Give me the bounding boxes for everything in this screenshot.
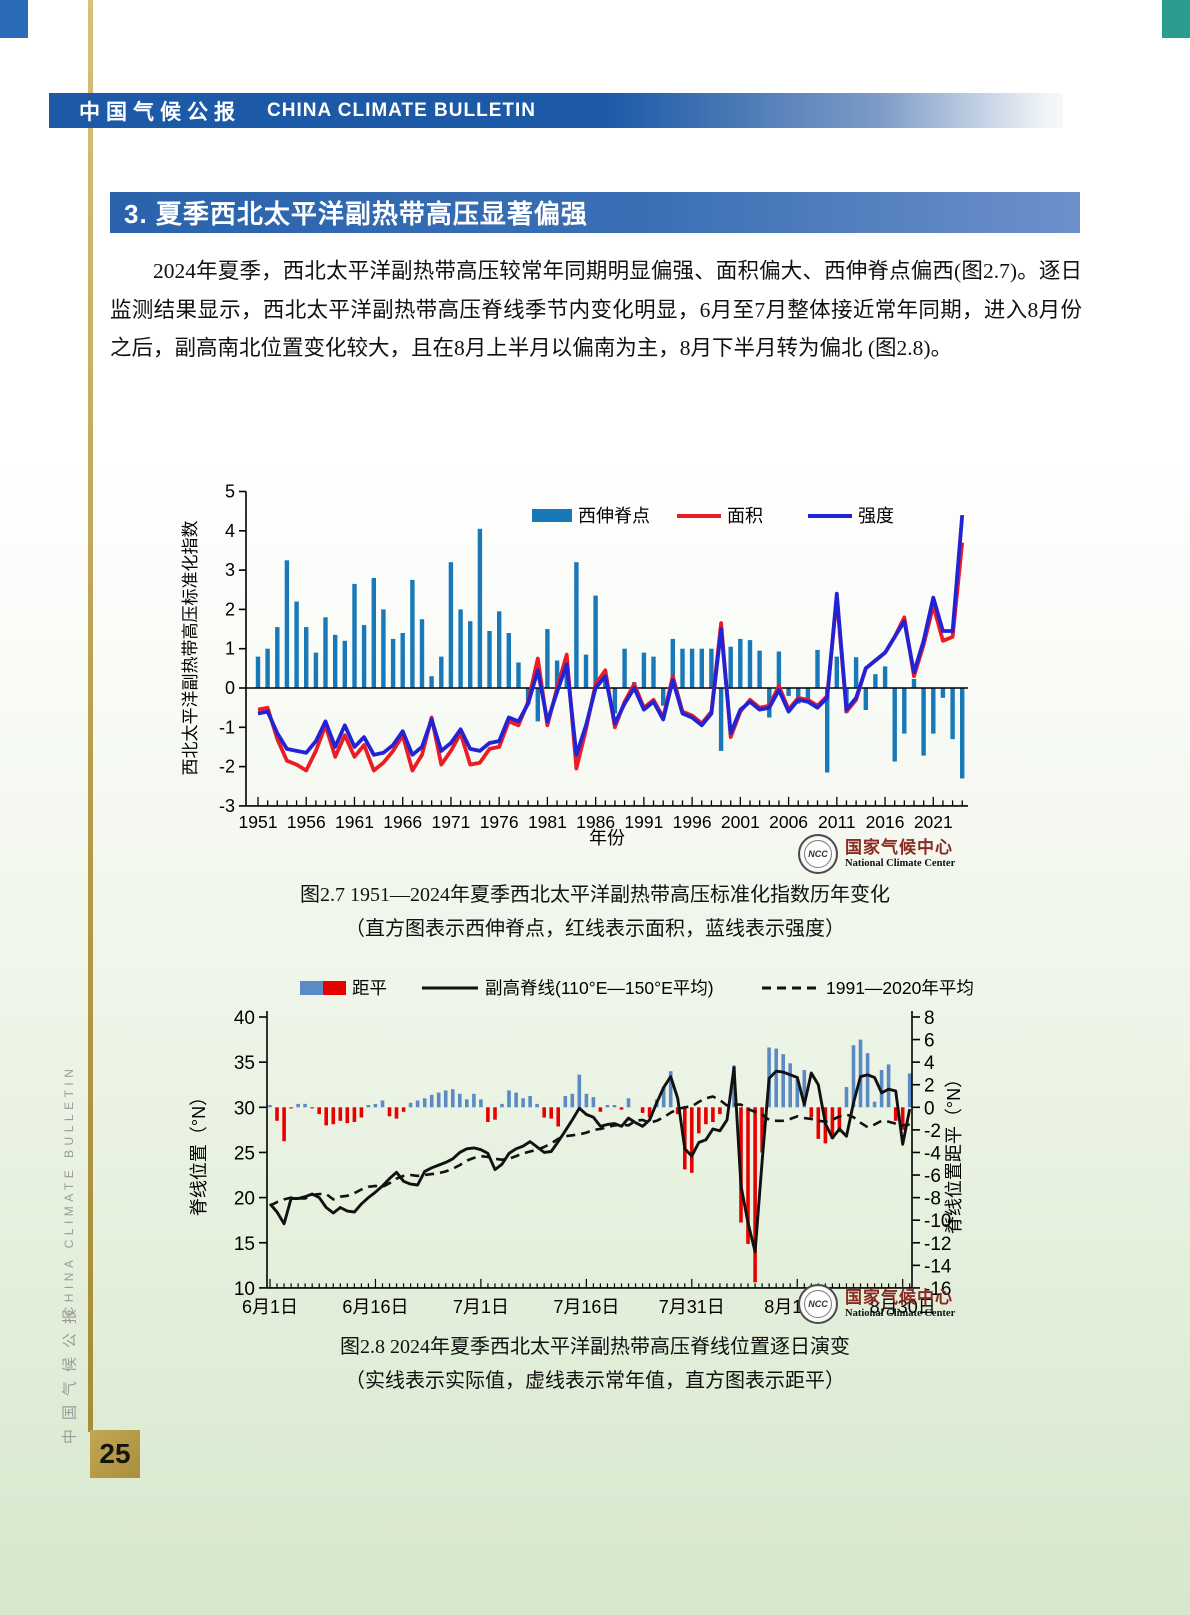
svg-text:脊线位置距平（°N）: 脊线位置距平（°N） [944, 1070, 964, 1234]
svg-text:1961: 1961 [335, 812, 374, 832]
figure-2-8-caption-line2: （实线表示实际值，虚线表示常年值，直方图表示距平） [345, 1370, 845, 1392]
svg-text:4: 4 [924, 1053, 935, 1074]
svg-text:25: 25 [234, 1143, 255, 1164]
figure-2-7-caption-line1: 图2.7 1951—2024年夏季西北太平洋副热带高压标准化指数历年变化 [300, 884, 890, 906]
svg-text:西北太平洋副热带高压标准化指数: 西北太平洋副热带高压标准化指数 [181, 521, 200, 776]
chart2-bars [268, 1039, 912, 1283]
ncc-logo: NCC 国家气候中心 National Climate Center [798, 834, 955, 874]
svg-text:副高脊线(110°E—150°E平均): 副高脊线(110°E—150°E平均) [485, 978, 714, 998]
figure-2-8-caption: 图2.8 2024年夏季西北太平洋副热带高压脊线位置逐日演变 （实线表示实际值，… [145, 1330, 1045, 1398]
chart2-legend: 距平 副高脊线(110°E—150°E平均) 1991—2020年平均 [300, 978, 974, 998]
svg-text:1991: 1991 [624, 812, 663, 832]
ncc-name-english: National Climate Center [845, 1308, 956, 1319]
ncc-name-english: National Climate Center [845, 858, 956, 869]
chart1-bars [255, 528, 965, 779]
figure-2-7-caption: 图2.7 1951—2024年夏季西北太平洋副热带高压标准化指数历年变化 （直方… [145, 878, 1045, 946]
section-heading-bar: 3. 夏季西北太平洋副热带高压显著偏强 [110, 192, 1080, 233]
svg-text:-3: -3 [219, 796, 235, 816]
svg-text:10: 10 [234, 1279, 255, 1300]
svg-text:3: 3 [225, 560, 235, 580]
svg-text:35: 35 [234, 1053, 255, 1074]
chart1-plot: -3 -2 -1 0 1 2 3 4 5 1951 1956 1961 1966 1971 1976 1981… [181, 482, 968, 848]
ncc-logo: NCC 国家气候中心 National Climate Center [798, 1284, 955, 1324]
svg-text:-14: -14 [924, 1256, 952, 1277]
ncc-emblem-icon: NCC [798, 1284, 838, 1324]
svg-text:-16: -16 [924, 1279, 951, 1300]
svg-text:-4: -4 [924, 1143, 941, 1164]
page-number-box: 25 [90, 1430, 140, 1478]
corner-accent-blue [0, 0, 28, 38]
page-number: 25 [99, 1438, 131, 1469]
svg-text:0: 0 [924, 1098, 935, 1119]
svg-text:1976: 1976 [480, 812, 519, 832]
left-margin-rule [88, 0, 93, 1432]
svg-text:0: 0 [225, 678, 235, 698]
svg-text:4: 4 [225, 521, 235, 541]
ncc-name-chinese: 国家气候中心 [845, 1288, 953, 1307]
svg-text:2001: 2001 [721, 812, 760, 832]
svg-text:30: 30 [234, 1098, 255, 1119]
figure-2-8-caption-line1: 图2.8 2024年夏季西北太平洋副热带高压脊线位置逐日演变 [340, 1336, 850, 1358]
svg-text:-2: -2 [924, 1121, 941, 1142]
svg-text:-6: -6 [924, 1166, 941, 1187]
figure-2-7-chart: -3 -2 -1 0 1 2 3 4 5 1951 1956 1961 1966 1971 1976 1981… [181, 482, 968, 848]
svg-text:强度: 强度 [858, 506, 894, 526]
svg-text:20: 20 [234, 1189, 255, 1210]
svg-text:1991—2020年平均: 1991—2020年平均 [826, 978, 974, 998]
header-title-english: CHINA CLIMATE BULLETIN [267, 99, 536, 121]
svg-text:2: 2 [225, 599, 235, 619]
svg-text:2011: 2011 [818, 812, 856, 832]
ncc-name-chinese: 国家气候中心 [845, 838, 953, 857]
svg-text:年份: 年份 [589, 828, 625, 848]
header-band: 中国气候公报 CHINA CLIMATE BULLETIN [49, 93, 1063, 128]
svg-text:1971: 1971 [431, 812, 470, 832]
svg-text:1996: 1996 [673, 812, 712, 832]
svg-text:2: 2 [924, 1076, 935, 1097]
svg-text:面积: 面积 [727, 506, 763, 526]
body-paragraph: 2024年夏季，西北太平洋副热带高压较常年同期明显偏强、面积偏大、西伸脊点偏西(… [110, 259, 1082, 360]
svg-text:-1: -1 [219, 717, 235, 737]
sidebar-title-english: CHINA CLIMATE BULLETIN [62, 1064, 76, 1316]
svg-text:1986: 1986 [576, 812, 615, 832]
svg-text:6月16日: 6月16日 [342, 1297, 408, 1317]
svg-text:7月16日: 7月16日 [553, 1297, 619, 1317]
ncc-emblem-icon: NCC [798, 834, 838, 874]
svg-text:1951: 1951 [239, 812, 278, 832]
corner-accent-teal [1162, 0, 1190, 38]
svg-text:5: 5 [225, 482, 235, 502]
svg-text:西伸脊点: 西伸脊点 [578, 506, 650, 526]
svg-text:-10: -10 [924, 1211, 951, 1232]
svg-text:1966: 1966 [383, 812, 422, 832]
header-title-chinese: 中国气候公报 [79, 100, 241, 124]
svg-text:7月31日: 7月31日 [659, 1297, 725, 1317]
svg-text:15: 15 [234, 1234, 255, 1255]
svg-text:1981: 1981 [528, 812, 567, 832]
svg-text:8: 8 [924, 1008, 935, 1029]
svg-text:距平: 距平 [352, 978, 387, 998]
chart1-legend: 西伸脊点 面积 强度 [532, 506, 894, 526]
figure-2-7-caption-line2: （直方图表示西伸脊点，红线表示面积，蓝线表示强度） [345, 918, 845, 940]
svg-text:2021: 2021 [914, 812, 953, 832]
svg-text:7月1日: 7月1日 [453, 1297, 509, 1317]
svg-text:2006: 2006 [769, 812, 808, 832]
svg-text:-2: -2 [219, 757, 235, 777]
svg-text:6: 6 [924, 1031, 935, 1052]
svg-text:8月30日: 8月30日 [870, 1297, 936, 1317]
svg-text:6月1日: 6月1日 [242, 1297, 298, 1317]
svg-text:1956: 1956 [287, 812, 326, 832]
svg-text:脊线位置（°N）: 脊线位置（°N） [189, 1088, 209, 1216]
svg-text:2016: 2016 [866, 812, 905, 832]
svg-text:-12: -12 [924, 1234, 951, 1255]
svg-text:1: 1 [225, 639, 235, 659]
svg-text:40: 40 [234, 1008, 255, 1029]
svg-text:-8: -8 [924, 1189, 941, 1210]
sidebar-title-chinese: 中国气候公报 [61, 1299, 79, 1445]
section-heading: 3. 夏季西北太平洋副热带高压显著偏强 [124, 199, 588, 229]
